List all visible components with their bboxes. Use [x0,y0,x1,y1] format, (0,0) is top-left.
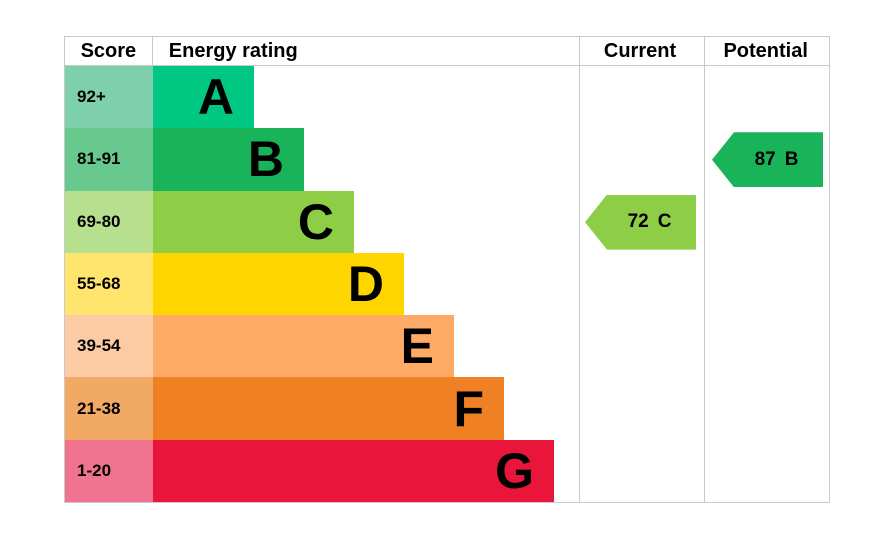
band-bar: D [153,252,404,316]
band-letter: D [347,255,384,312]
score-range-label: 1-20 [77,460,112,480]
table-header: Score Energy rating Current Potential [65,37,829,66]
score-range-label: 92+ [77,87,106,107]
band-score-cell: 69-80 [65,190,153,253]
band-bar: G [153,439,554,502]
potential-rating-band: B [784,148,799,170]
score-range-label: 21-38 [77,398,121,418]
band-letter: G [495,442,534,499]
band-bar: F [153,377,504,440]
current-rating-value: 72 [627,211,649,233]
band-row-e: 39-54 E [65,315,829,378]
band-letter: F [453,380,484,437]
column-divider-potential [704,37,705,502]
score-range-label: 39-54 [77,336,121,356]
band-score-cell: 92+ [65,66,153,129]
score-range-label: 55-68 [77,273,121,293]
header-energy-rating: Energy rating [168,39,298,62]
current-rating-band: C [657,211,672,233]
header-current: Current [603,39,677,62]
band-row-g: 1-20 G [65,439,829,502]
band-rows: 92+ A 81-91 B 69-80 C 55-68 D 39-54 E 21… [65,66,829,502]
band-letter: E [400,318,434,375]
band-letter: A [197,69,234,126]
band-letter: B [247,131,284,188]
band-bar: E [153,315,454,378]
band-bar: A [153,66,254,129]
band-row-a: 92+ A [65,66,829,129]
band-row-b: 81-91 B [65,128,829,191]
band-score-cell: 1-20 [65,439,153,502]
header-potential: Potential [723,39,808,62]
band-score-cell: 55-68 [65,252,153,316]
current-rating-arrow: 72 C [585,194,696,250]
band-row-d: 55-68 D [65,252,829,316]
potential-rating-arrow: 87 B [712,132,823,188]
potential-rating-value: 87 [754,148,776,170]
band-score-cell: 39-54 [65,315,153,378]
epc-rating-table: Score Energy rating Current Potential 92… [64,36,830,503]
header-score: Score [65,37,153,65]
band-letter: C [297,193,334,250]
band-bar: C [153,190,354,253]
band-score-cell: 21-38 [65,377,153,440]
score-range-label: 69-80 [77,211,121,231]
band-row-f: 21-38 F [65,377,829,440]
band-score-cell: 81-91 [65,128,153,191]
band-bar: B [153,128,304,191]
band-row-c: 69-80 C [65,190,829,253]
column-divider-current [579,37,580,502]
score-range-label: 81-91 [77,149,121,169]
